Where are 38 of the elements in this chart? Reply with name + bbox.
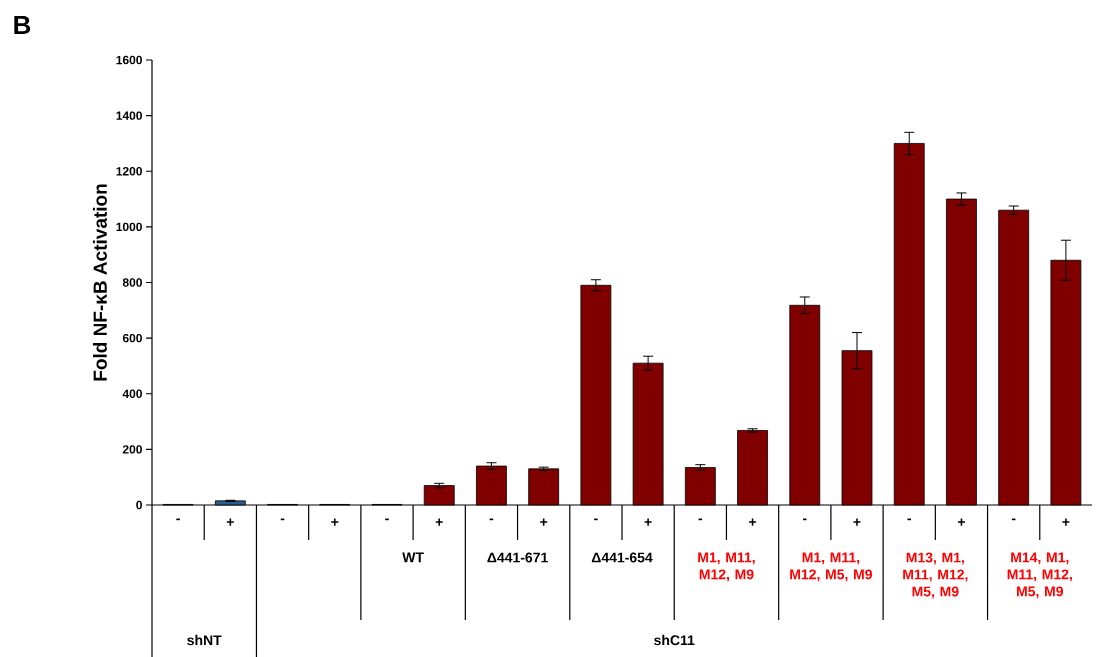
y-tick-label: 1200 bbox=[116, 167, 142, 176]
x-tick-label: + bbox=[331, 518, 339, 526]
text: Δ441-671 bbox=[487, 552, 548, 563]
x-tick-label: - bbox=[803, 518, 807, 521]
y-tick-label: 800 bbox=[122, 278, 142, 287]
x-tick-label: + bbox=[749, 518, 757, 526]
x-tick-label: - bbox=[280, 518, 285, 521]
y-tick-label: 400 bbox=[122, 389, 142, 398]
x-tick-label: - bbox=[594, 518, 598, 521]
x-tick-label: + bbox=[1062, 518, 1070, 526]
y-tick-label: 1000 bbox=[116, 222, 142, 232]
text: B bbox=[14, 16, 31, 34]
x-tick-label: + bbox=[957, 518, 965, 526]
x-tick-label: - bbox=[385, 518, 389, 521]
y-tick-label: 1600 bbox=[116, 55, 142, 65]
text: shC11 bbox=[654, 634, 695, 646]
x-tick-label: + bbox=[644, 518, 652, 526]
text: M1, M11, M12, M9 bbox=[698, 552, 755, 582]
text: M14, M1, M11, M12, M5, M9 bbox=[1007, 552, 1072, 599]
y-tick-label: 0 bbox=[136, 500, 142, 510]
x-tick-label: - bbox=[698, 518, 703, 521]
y-axis-title: Fold NF-κB Activation bbox=[92, 184, 107, 381]
text: M13, M1, M11, M12, M5, M9 bbox=[903, 552, 968, 599]
x-tick-label: + bbox=[435, 518, 443, 526]
y-tick-label: 1400 bbox=[116, 111, 142, 120]
y-tick-label: 200 bbox=[122, 445, 142, 454]
y-tick-label: 600 bbox=[122, 333, 142, 343]
x-tick-label: - bbox=[1011, 518, 1016, 521]
x-tick-label: - bbox=[907, 518, 911, 521]
x-tick-label: + bbox=[540, 518, 548, 526]
text: M1, M11, M12, M5, M9 bbox=[790, 552, 872, 582]
text: WT bbox=[402, 552, 424, 563]
x-tick-label: + bbox=[853, 518, 861, 526]
text: shNT bbox=[187, 634, 222, 646]
text: Δ441-654 bbox=[591, 552, 653, 563]
x-tick-label: - bbox=[176, 518, 180, 521]
x-tick-label: - bbox=[489, 518, 494, 521]
x-tick-label: + bbox=[226, 518, 234, 526]
